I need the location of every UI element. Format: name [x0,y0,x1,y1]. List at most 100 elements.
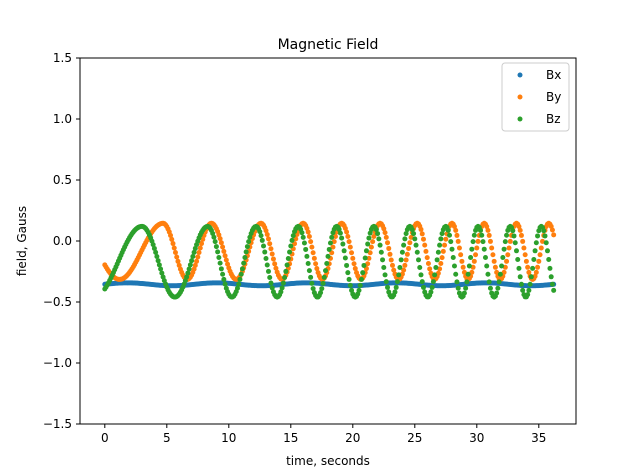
data-point [349,250,355,256]
data-point [367,250,373,256]
data-point [401,242,407,248]
data-point [500,254,506,260]
data-point [330,244,336,250]
data-point [543,240,549,246]
data-point [402,262,408,268]
data-point [192,245,198,251]
data-point [532,273,538,279]
data-point [371,234,377,240]
data-point [151,245,157,251]
data-point [403,231,409,237]
data-point [455,285,461,291]
data-point [492,264,498,270]
data-point [272,261,278,267]
data-point [358,276,364,282]
legend-marker-bz [517,116,523,122]
data-point [155,258,161,264]
data-point [471,232,477,238]
data-point [238,271,244,277]
data-point [430,279,436,285]
data-point [375,231,381,237]
data-point [414,249,420,255]
data-point [551,232,557,238]
data-point [217,236,223,242]
data-point [532,248,538,254]
legend-label-by: By [546,90,561,104]
data-point [485,271,491,277]
data-point [461,290,467,296]
data-point [394,279,400,285]
data-point [366,255,372,261]
data-point [268,280,274,286]
data-point [425,261,431,267]
data-point [407,240,413,246]
data-point [308,274,314,280]
data-point [517,274,523,280]
x-tick-label: 5 [163,431,171,445]
data-point [388,257,394,263]
data-point [341,248,347,254]
data-point [433,264,439,270]
data-point [416,257,422,263]
data-point [175,258,181,264]
data-point [439,255,445,261]
data-point [218,266,224,272]
data-point [535,264,541,270]
data-point [487,285,493,291]
data-point [392,289,398,295]
data-point [547,265,553,271]
data-point [310,250,316,256]
data-point [491,258,497,264]
data-point [311,255,317,261]
data-point [194,258,200,264]
data-point [216,232,222,238]
data-point [305,229,311,235]
data-point [259,237,265,243]
data-point [172,250,178,255]
data-point [169,236,175,242]
data-point [386,245,392,251]
data-point [551,287,557,293]
data-point [258,233,264,239]
data-point [466,263,472,269]
data-point [380,257,386,263]
chart-title: Magnetic Field [278,37,379,53]
data-point [437,242,443,248]
data-point [368,244,374,250]
data-point [344,229,350,235]
legend: Bx By Bz [501,62,570,132]
data-point [325,253,331,259]
data-point [241,260,247,266]
data-point [456,245,462,251]
data-point [284,262,290,268]
data-point [350,255,356,261]
data-point [190,254,196,260]
data-point [404,251,410,257]
data-point [279,285,285,291]
data-point [306,234,312,240]
data-point [300,234,306,240]
data-point [479,232,485,238]
data-point [428,289,434,295]
data-point [362,255,368,261]
data-point [406,245,412,251]
data-point [192,262,198,268]
data-point [288,243,294,249]
data-point [470,239,476,245]
data-point [318,290,324,296]
data-point [337,230,343,236]
data-point [419,231,425,237]
data-point [448,239,454,245]
data-point [541,228,547,234]
data-point [309,244,315,250]
legend-label-bx: Bx [546,68,561,82]
data-point [399,249,405,255]
data-point [171,245,177,251]
y-tick-label: −0.5 [43,295,72,309]
y-tick-label: −1.0 [43,356,72,370]
data-point [268,246,274,252]
data-point [196,250,202,255]
data-point [360,270,366,276]
data-point [412,236,418,242]
data-point [533,240,539,246]
